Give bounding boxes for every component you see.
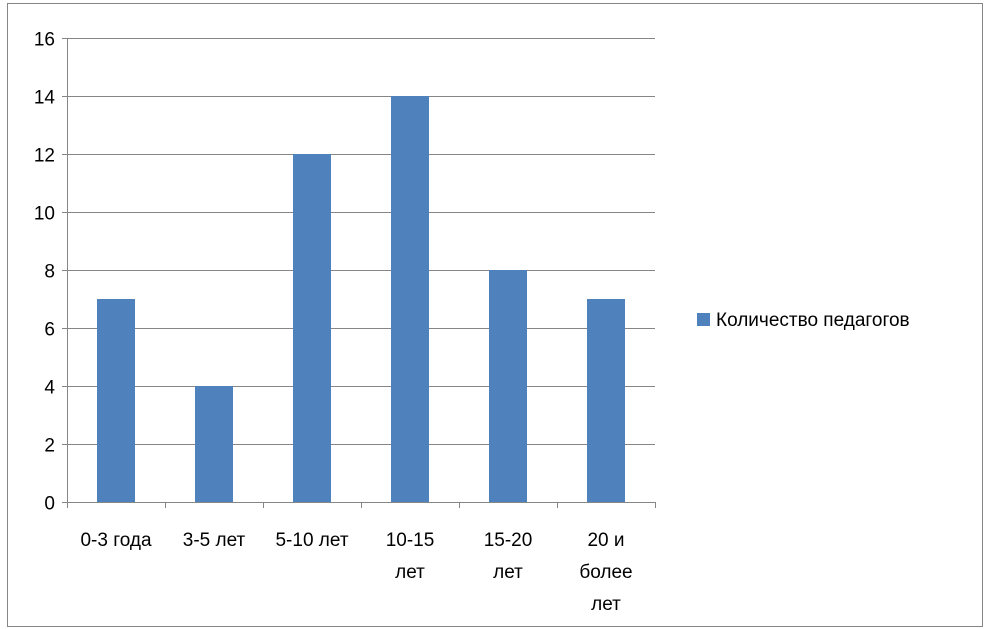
legend-label: Количество педагогов (716, 310, 910, 331)
legend-swatch (697, 313, 710, 326)
bar (195, 386, 233, 502)
x-tick-label: 3-5 лет (183, 530, 246, 551)
y-tick-label: 14 (34, 88, 56, 109)
bar (97, 299, 135, 502)
y-tick-label: 2 (44, 436, 55, 457)
y-tick-label: 0 (44, 494, 55, 515)
y-tick-label: 4 (44, 378, 55, 399)
gridlines (67, 38, 655, 445)
x-tick-label: 10-15 лет (386, 530, 435, 583)
y-tick-label: 10 (34, 204, 55, 225)
bar (293, 154, 331, 502)
x-tick-label: 15-20 лет (484, 530, 533, 583)
y-tick-label: 8 (44, 262, 55, 283)
bar (391, 96, 429, 502)
bars (97, 96, 625, 502)
x-tick-label: 5-10 лет (275, 530, 348, 551)
legend: Количество педагогов (697, 310, 910, 331)
tick-labels: 0 2 4 6 8 10 12 14 16 0-3 года 3-5 лет 5-10 лет 10-1… (34, 30, 633, 616)
bar (489, 270, 527, 502)
y-tick-label: 6 (44, 320, 55, 341)
x-tick-label: 20 и более лет (579, 530, 632, 615)
y-tick-label: 16 (34, 30, 55, 51)
bar (587, 299, 625, 502)
axes (62, 38, 656, 508)
x-tick-label: 0-3 года (80, 530, 151, 551)
y-tick-label: 12 (34, 146, 55, 167)
